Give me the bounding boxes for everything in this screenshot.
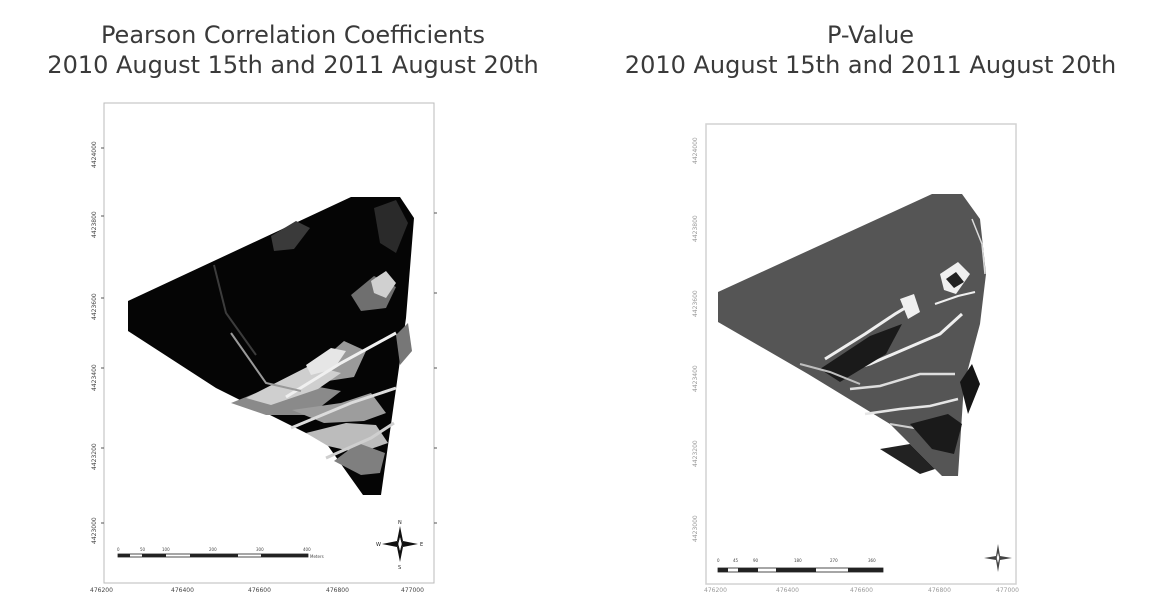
y-tick-label: 4424000 [692, 137, 699, 164]
y-tick-label: 4423200 [91, 443, 98, 470]
scale-label: 90 [753, 558, 759, 563]
p-value-raster [718, 194, 986, 476]
scale-label: 0 [117, 547, 120, 552]
x-tick-label: 476400 [171, 587, 194, 594]
pearson-map-panel: 4424000 4423800 4423600 4423400 4423200 … [90, 102, 441, 594]
y-tick-labels: 4424000 4423800 4423600 4423400 4423200 … [91, 141, 98, 544]
scale-label: 45 [733, 558, 739, 563]
scale-bar: 0 45 90 180 270 360 [717, 558, 884, 573]
scale-label: 300 [256, 547, 264, 552]
x-tick-labels: 476200 476400 476600 476800 477000 [90, 587, 424, 594]
compass-east: E [420, 542, 423, 548]
frame-ticks [101, 147, 437, 524]
x-tick-label: 476200 [90, 587, 113, 594]
y-tick-label: 4424000 [91, 141, 98, 168]
scale-bar: 0 50 100 200 300 400 Meters [117, 547, 324, 559]
scale-label: 0 [717, 558, 720, 563]
compass-rose-icon: N S E W [376, 520, 423, 571]
x-tick-labels: 476200 476400 476600 476800 477000 [704, 587, 1019, 594]
left-title-line2: 2010 August 15th and 2011 August 20th [47, 51, 539, 79]
x-tick-label: 476800 [326, 587, 349, 594]
compass-north: N [398, 520, 402, 526]
left-map-title: Pearson Correlation Coefficients 2010 Au… [0, 20, 586, 80]
map-frame [103, 102, 435, 584]
x-tick-label: 476200 [704, 587, 727, 594]
x-tick-label: 476800 [928, 587, 951, 594]
right-title-line1: P-Value [826, 21, 915, 49]
scale-label: 100 [162, 547, 170, 552]
x-tick-label: 476600 [850, 587, 873, 594]
compass-west: W [376, 542, 381, 548]
x-tick-label: 476600 [248, 587, 271, 594]
scale-label: 270 [830, 558, 838, 563]
y-tick-labels: 4424000 4423800 4423600 4423400 4423200 … [692, 137, 699, 542]
scale-label: 400 [303, 547, 311, 552]
y-tick-label: 4423600 [692, 290, 699, 317]
x-tick-label: 477000 [401, 587, 424, 594]
map-frame [705, 123, 1017, 585]
compass-rose-icon [984, 544, 1012, 572]
y-tick-label: 4423600 [91, 293, 98, 320]
y-tick-label: 4423400 [91, 364, 98, 391]
scale-label: 360 [868, 558, 876, 563]
scale-label: 180 [794, 558, 802, 563]
y-tick-label: 4423000 [91, 517, 98, 544]
compass-south: S [398, 565, 401, 571]
y-tick-label: 4423400 [692, 365, 699, 392]
left-title-line1: Pearson Correlation Coefficients [100, 21, 486, 49]
x-tick-label: 476400 [776, 587, 799, 594]
p-value-map-panel: 4424000 4423800 4423600 4423400 4423200 … [692, 123, 1022, 595]
y-tick-label: 4423000 [692, 515, 699, 542]
x-tick-label: 477000 [996, 587, 1019, 594]
scale-label: 50 [140, 547, 146, 552]
pearson-map-svg: 4424000 4423800 4423600 4423400 4423200 … [90, 102, 437, 594]
right-title-line2: 2010 August 15th and 2011 August 20th [624, 51, 1117, 79]
y-tick-label: 4423800 [91, 211, 98, 238]
scale-label: 200 [209, 547, 217, 552]
p-value-map-svg: 4424000 4423800 4423600 4423400 4423200 … [692, 123, 1019, 594]
y-tick-label: 4423200 [692, 440, 699, 467]
y-tick-label: 4423800 [692, 215, 699, 242]
scale-unit-label: Meters [310, 554, 324, 559]
right-map-title: P-Value 2010 August 15th and 2011 August… [582, 20, 1159, 80]
pearson-raster [128, 197, 414, 495]
